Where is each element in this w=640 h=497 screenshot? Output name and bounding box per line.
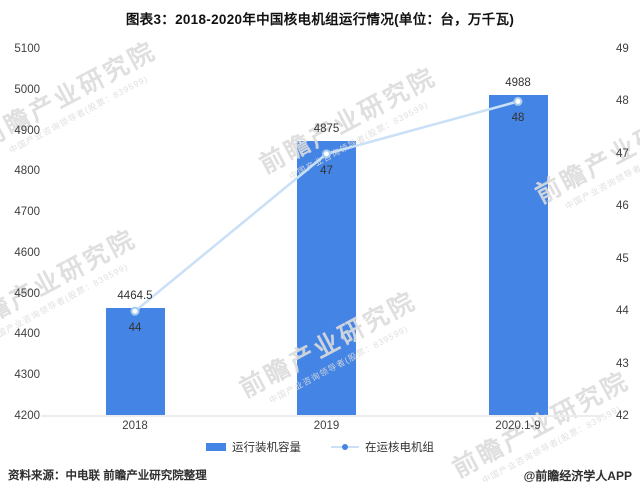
- x-axis-line: [41, 415, 603, 417]
- y-axis-right-tick-label: 47: [616, 147, 629, 160]
- legend-item-bar-series: 运行装机容量: [206, 439, 301, 455]
- line-value-label: 48: [511, 112, 525, 125]
- line-value-label: 47: [320, 164, 333, 177]
- legend-item-line-series: 在运核电机组: [331, 439, 434, 455]
- legend-bar-label: 运行装机容量: [232, 442, 301, 454]
- y-axis-right-tick-label: 45: [616, 252, 629, 265]
- bar-value-label: 4464.5: [117, 290, 153, 303]
- y-axis-right-tick-label: 46: [616, 200, 629, 213]
- y-axis-left-tick-label: 4600: [14, 246, 40, 259]
- y-axis-left-tick-label: 4200: [14, 410, 40, 422]
- bar-value-label: 4988: [505, 76, 531, 89]
- y-axis-left-tick-label: 4700: [14, 206, 40, 219]
- y-axis-left-tick-label: 5000: [14, 83, 40, 96]
- bar-2019: [297, 140, 356, 416]
- watermark: 前瞻产业研究院 中国产业咨询领导者(股票：839599): [0, 37, 168, 165]
- y-axis-left-tick-label: 4800: [14, 165, 40, 178]
- legend-line-dot-icon: [342, 444, 348, 450]
- y-axis-right-tick-label: 43: [616, 357, 629, 370]
- legend: 运行装机容量 在运核电机组: [0, 439, 640, 455]
- y-axis-left-tick-label: 5100: [14, 43, 40, 55]
- line-series-swatch-icon: [331, 442, 359, 452]
- chart-title: 图表3：2018-2020年中国核电机组运行情况(单位：台，万千瓦): [125, 12, 515, 27]
- y-axis-right-tick-label: 44: [616, 305, 629, 318]
- credit-note: @前瞻经济学人APP: [523, 469, 632, 483]
- x-axis-category-label: 2020.1-9: [495, 420, 541, 432]
- line-value-label: 44: [128, 322, 142, 335]
- y-axis-left-tick-label: 4900: [14, 124, 40, 137]
- y-axis-left-tick-label: 4500: [14, 287, 40, 300]
- data-source-note: 资料来源：中电联 前瞻产业研究院整理: [8, 470, 207, 482]
- bar-2020.1-9: [488, 94, 548, 416]
- legend-line-label: 在运核电机组: [365, 442, 434, 454]
- y-axis-right-tick-label: 49: [616, 43, 629, 55]
- x-axis-category-label: 2018: [122, 420, 148, 432]
- bar-series-swatch-icon: [206, 443, 226, 451]
- y-axis-right-tick-label: 42: [616, 410, 629, 422]
- y-axis-left-tick-label: 4300: [14, 369, 40, 382]
- x-axis-category-label: 2019: [313, 420, 340, 432]
- y-axis-right-tick-label: 48: [616, 95, 629, 108]
- bar-value-label: 4875: [313, 122, 340, 135]
- watermark-subtext: 中国产业咨询领导者(股票：839599): [7, 73, 150, 156]
- bar-2018: [105, 308, 165, 416]
- y-axis-left-tick-label: 4400: [14, 328, 40, 341]
